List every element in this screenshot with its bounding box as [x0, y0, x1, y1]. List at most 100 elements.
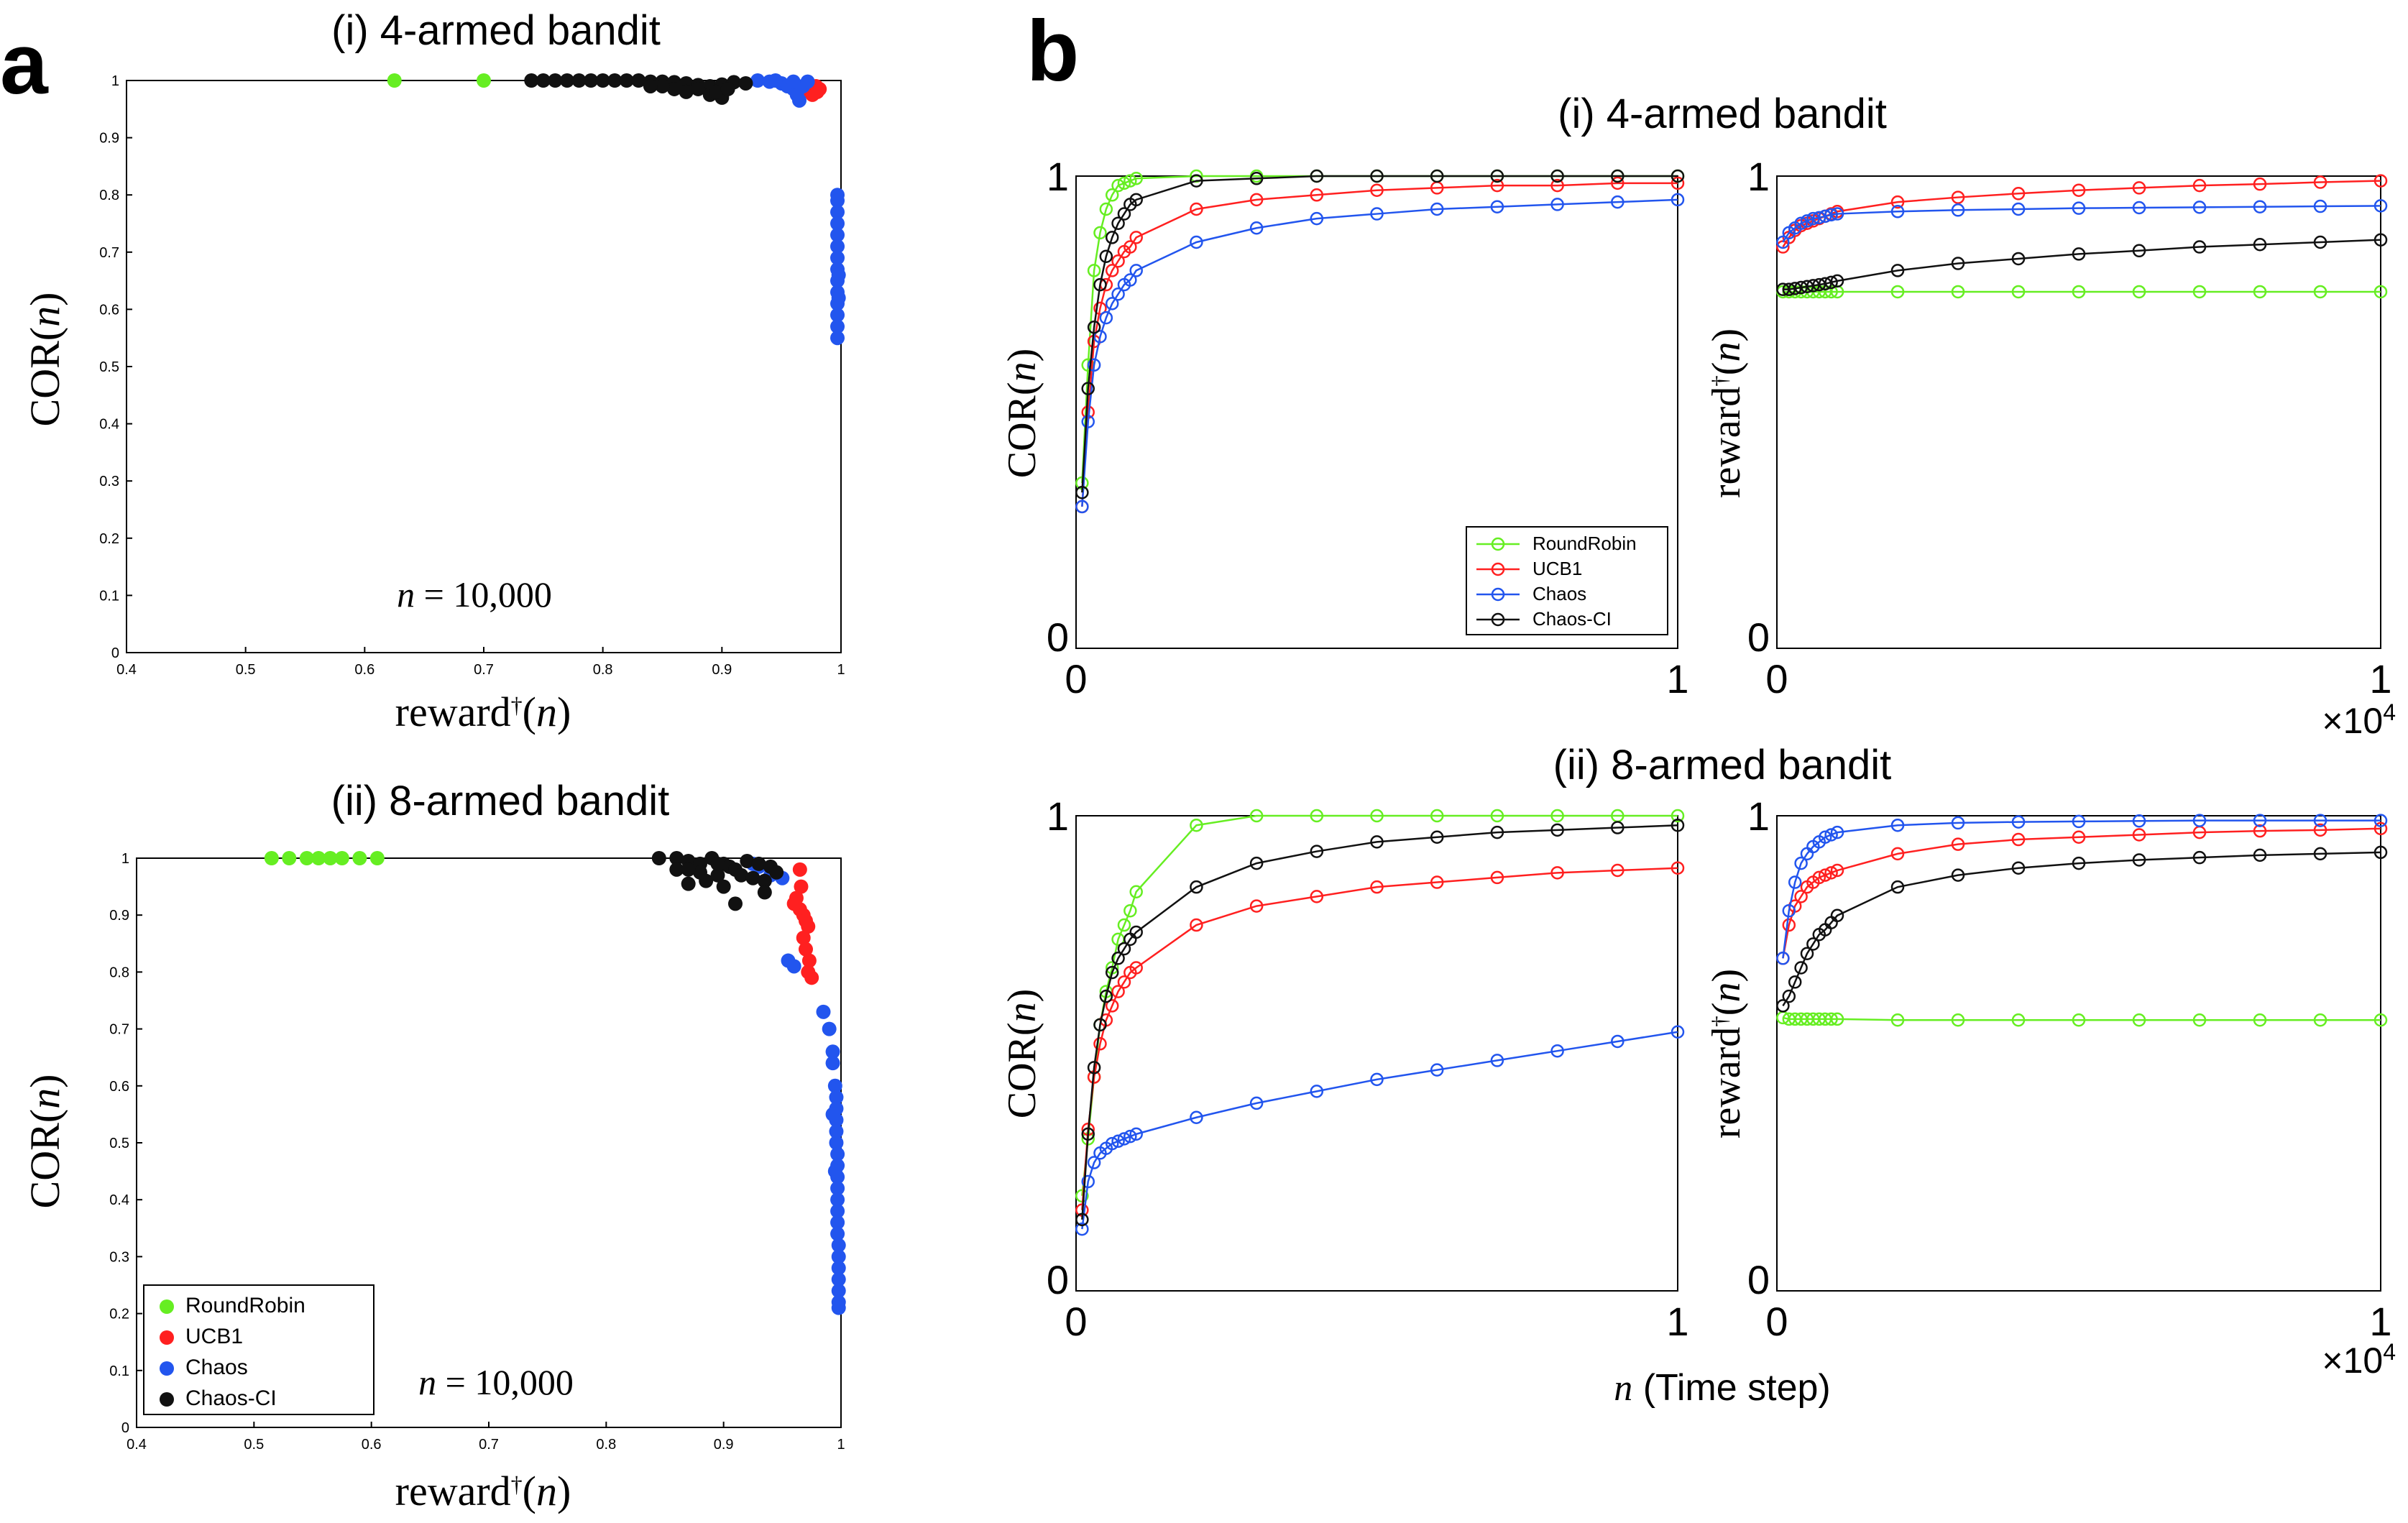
- b-i-left-line-RoundRobin: [1081, 175, 1678, 484]
- a-ii-point-Chaos-CI: [710, 856, 725, 871]
- b-ii-right-marker-Chaos: [2072, 814, 2086, 829]
- a-ii-point-Chaos: [786, 959, 801, 974]
- a-ii-point-Chaos: [829, 1124, 844, 1139]
- b-i-right-marker-Chaos: [1806, 211, 1820, 226]
- b-ii-left-line-UCB1: [1081, 867, 1678, 1210]
- a-ii-point-Chaos-CI: [669, 851, 684, 865]
- b-ii-right-series-Chaos: [1776, 814, 2388, 965]
- a-i-point-Chaos: [831, 267, 846, 282]
- a-ii-legend-label-Chaos: Chaos: [185, 1356, 248, 1379]
- b-ii-right-marker-Chaos: [2253, 814, 2267, 827]
- b-ii-right-marker-Chaos: [1776, 952, 1790, 965]
- b-ii-right-y-axis-label-open: (: [1704, 1003, 1749, 1016]
- b-ii-right-marker-Chaos: [2373, 814, 2388, 827]
- b-ii-right-marker-Chaos-CI: [1830, 908, 1844, 923]
- a-ii-series-RoundRobin: [264, 851, 385, 865]
- b-ii-right-marker-RoundRobin: [1824, 1012, 1838, 1026]
- a-i-point-Chaos-CI: [738, 75, 753, 91]
- b-ii-left-marker-Chaos: [1105, 1136, 1119, 1151]
- b-i-left-marker-Chaos-CI: [1249, 172, 1264, 185]
- b-i-right-marker-RoundRobin: [2011, 285, 2026, 299]
- b-ii-right-marker-Chaos: [2132, 814, 2146, 828]
- a-ii-legend-marker-Chaos: [160, 1361, 174, 1376]
- b-ii-right-marker-Chaos-CI: [1806, 937, 1820, 951]
- b-i-left-marker-Chaos: [1081, 415, 1095, 428]
- a-ii-y-tick-label: 0.2: [109, 1307, 129, 1322]
- b-i-right-x-tick-label-0: 0: [1765, 656, 1788, 701]
- b-common-x-label: n (Time step): [1614, 1367, 1830, 1409]
- b-i-left-marker-UCB1: [1105, 264, 1119, 277]
- a-ii-y-axis-label-var: n: [22, 1088, 68, 1109]
- a-ii-point-Chaos-CI: [740, 853, 755, 868]
- b-i-left-marker-Chaos-CI: [1087, 320, 1101, 334]
- a-ii-point-Chaos-CI: [745, 870, 760, 885]
- a-ii-point-Chaos: [831, 1283, 846, 1298]
- a-i-x-axis-label-sup: †: [511, 692, 523, 718]
- b-ii-left-series-Chaos: [1075, 1025, 1685, 1236]
- b-ii-left-line-RoundRobin: [1081, 814, 1678, 1196]
- b-ii-right-y-axis-label-sup: †: [1707, 1016, 1732, 1027]
- b-ii-right-marker-RoundRobin: [2253, 1013, 2267, 1027]
- b-i-right-marker-Chaos-CI: [2132, 244, 2146, 258]
- b-i-left-y-axis-label-base: COR: [1000, 395, 1044, 478]
- a-i-x-tick-label: 0.8: [593, 662, 613, 678]
- a-ii-legend: RoundRobin UCB1 Chaos Chaos-CI: [143, 1284, 374, 1415]
- a-ii-y-tick-label: 1: [121, 851, 129, 867]
- b-ii-left-marker-Chaos-CI: [1105, 965, 1119, 980]
- a-ii-point-Chaos: [825, 1107, 840, 1122]
- b-ii-right-marker-RoundRobin: [1830, 1012, 1844, 1026]
- a-ii-point-RoundRobin: [264, 851, 279, 865]
- a-i-point-Chaos: [786, 74, 801, 89]
- b-i-left-marker-RoundRobin: [1111, 178, 1125, 193]
- a-ii-point-UCB1: [801, 953, 817, 968]
- b-ii-left-marker-Chaos-CI: [1117, 942, 1131, 956]
- a-ii-y-tick-label: 0.9: [109, 908, 129, 924]
- b-i-left-marker-RoundRobin: [1093, 226, 1107, 240]
- b-ii-right-marker-UCB1: [2011, 832, 2026, 847]
- b-ii-right-marker-UCB1: [2132, 828, 2146, 842]
- a-i-annotation: n = 10,000: [397, 574, 552, 615]
- a-ii-legend-label-Chaos-CI: Chaos-CI: [185, 1386, 277, 1410]
- b-ii-left-marker-UCB1: [1550, 866, 1564, 880]
- b-i-right-y-axis-label-var: n: [1704, 342, 1749, 362]
- b-ii-right-marker-RoundRobin: [2313, 1013, 2327, 1027]
- b-i-left-marker-Chaos-CI: [1093, 277, 1107, 292]
- b-i-right-marker-UCB1: [2313, 175, 2327, 189]
- b-i-left-marker-RoundRobin: [1117, 176, 1131, 190]
- b-i-right-marker-UCB1: [2132, 181, 2146, 195]
- b-i-left-marker-UCB1: [1490, 178, 1504, 193]
- a-ii-point-UCB1: [792, 862, 807, 877]
- b-i-right-marker-Chaos: [1800, 214, 1814, 228]
- b-i-left-marker-Chaos-CI: [1190, 174, 1203, 188]
- b-i-left-marker-Chaos: [1123, 273, 1137, 287]
- a-ii-point-Chaos-CI: [681, 862, 696, 877]
- b-i-right-marker-Chaos: [2313, 199, 2327, 213]
- a-i-x-tick-label: 0.6: [354, 662, 374, 678]
- a-ii-x-axis-label-open: (: [523, 1468, 536, 1514]
- a-i-point-Chaos-CI: [607, 73, 622, 88]
- b-ii-left-y-axis-label: COR(n): [1000, 989, 1044, 1118]
- b-i-right-x-scale-label-exp: 4: [2383, 699, 2396, 725]
- a-ii-point-RoundRobin: [369, 851, 385, 865]
- b-ii-right-marker-UCB1: [1794, 890, 1808, 903]
- b-i-left-marker-Chaos-CI: [1611, 169, 1625, 183]
- b-ii-left-marker-Chaos-CI: [1490, 825, 1504, 839]
- a-i-point-Chaos: [830, 193, 845, 208]
- a-i-plot-frame: [126, 80, 842, 653]
- b-ii-right-x-scale-label: ×104: [2322, 1339, 2396, 1381]
- b-ii-left-marker-UCB1: [1490, 870, 1504, 885]
- a-ii-point-Chaos: [830, 1181, 845, 1196]
- a-i-point-Chaos-CI: [709, 84, 724, 99]
- b-ii-left-marker-Chaos: [1087, 1156, 1101, 1169]
- b-ii-right-marker-Chaos-CI: [2373, 845, 2388, 860]
- a-i-series-Chaos-CI: [524, 73, 753, 105]
- b-i-right-series-Chaos: [1776, 199, 2388, 249]
- b-i-right-marker-Chaos-CI: [2011, 252, 2026, 266]
- a-i-y-axis-label-open: (: [22, 327, 68, 341]
- a-i-y-tick-label: 0.6: [99, 302, 119, 318]
- b-i-left-marker-Chaos-CI: [1370, 169, 1384, 183]
- b-i-left-legend-label-Chaos: Chaos: [1532, 583, 1586, 604]
- b-i-left-marker-Chaos: [1611, 195, 1625, 209]
- a-ii-point-RoundRobin: [323, 851, 338, 865]
